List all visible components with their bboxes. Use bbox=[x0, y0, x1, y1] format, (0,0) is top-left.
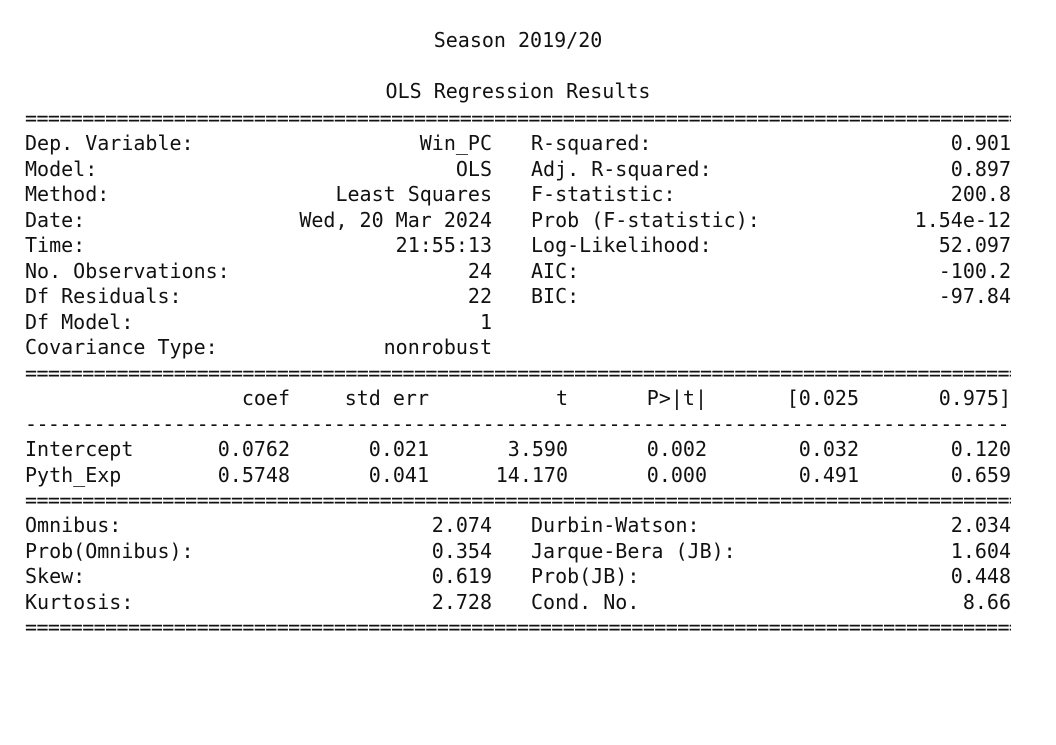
coef-cell: 0.021 bbox=[368, 437, 429, 461]
stat-value: -100.2 bbox=[938, 259, 1011, 283]
coef-cell: 0.659 bbox=[950, 463, 1011, 487]
diagnostic-row: Kurtosis: 2.728 Cond. No. 8.66 bbox=[25, 589, 1011, 615]
diagnostic-label: Prob(Omnibus): bbox=[25, 539, 194, 563]
coef-cell: 0.041 bbox=[368, 463, 429, 487]
coef-cell: 0.120 bbox=[950, 437, 1011, 461]
coef-cell: 0.491 bbox=[798, 463, 859, 487]
coef-header: std err bbox=[344, 386, 429, 410]
summary-label: Method: bbox=[25, 182, 110, 206]
diagnostic-label: Kurtosis: bbox=[25, 590, 134, 614]
stat-label: R-squared: bbox=[531, 131, 652, 155]
double-rule-top: ========================================… bbox=[25, 111, 1011, 125]
coef-cell: 0.0762 bbox=[217, 437, 290, 461]
coef-cell: 14.170 bbox=[495, 463, 568, 487]
stat-label: F-statistic: bbox=[531, 182, 676, 206]
diagnostic-value: 2.728 bbox=[431, 590, 492, 614]
summary-label: No. Observations: bbox=[25, 259, 230, 283]
summary-row: Method: Least Squares F-statistic: 200.8 bbox=[25, 181, 1011, 207]
diagnostic-stat-label: Cond. No. bbox=[531, 590, 640, 614]
stat-value: 0.897 bbox=[950, 157, 1011, 181]
summary-row: Df Model: 1 bbox=[25, 309, 1011, 335]
stat-label: Adj. R-squared: bbox=[531, 157, 712, 181]
summary-value: OLS bbox=[455, 157, 492, 181]
diagnostic-stat-value: 1.604 bbox=[950, 539, 1011, 563]
double-rule-bottom: ========================================… bbox=[25, 620, 1011, 634]
diagnostic-value: 0.619 bbox=[431, 564, 492, 588]
summary-value: 1 bbox=[479, 310, 492, 334]
summary-value: Wed, 20 Mar 2024 bbox=[299, 208, 492, 232]
diagnostic-label: Skew: bbox=[25, 564, 86, 588]
stat-value: 1.54e-12 bbox=[914, 208, 1011, 232]
coef-row: Intercept 0.0762 0.021 3.590 0.002 0.032… bbox=[25, 436, 1011, 462]
coef-cell: 0.000 bbox=[646, 463, 707, 487]
summary-value: 22 bbox=[467, 284, 492, 308]
diagnostic-stat-value: 2.034 bbox=[950, 513, 1011, 537]
summary-value: nonrobust bbox=[383, 335, 492, 359]
summary-row: Df Residuals: 22 BIC: -97.84 bbox=[25, 283, 1011, 309]
summary-value: Least Squares bbox=[335, 182, 492, 206]
coef-header: 0.975] bbox=[938, 386, 1011, 410]
double-rule-coef-top: ========================================… bbox=[25, 366, 1011, 380]
diagnostic-stat-value: 8.66 bbox=[962, 590, 1011, 614]
diagnostic-row: Skew: 0.619 Prob(JB): 0.448 bbox=[25, 563, 1011, 589]
summary-row: Covariance Type: nonrobust bbox=[25, 334, 1011, 360]
summary-row: Date: Wed, 20 Mar 2024 Prob (F-statistic… bbox=[25, 207, 1011, 233]
stat-label: AIC: bbox=[531, 259, 580, 283]
summary-value: 21:55:13 bbox=[395, 233, 492, 257]
diagnostic-value: 2.074 bbox=[431, 513, 492, 537]
coef-row: Pyth_Exp 0.5748 0.041 14.170 0.000 0.491… bbox=[25, 462, 1011, 488]
stat-value: -97.84 bbox=[938, 284, 1011, 308]
diagnostic-stat-label: Durbin-Watson: bbox=[531, 513, 700, 537]
summary-row: Dep. Variable: Win_PC R-squared: 0.901 bbox=[25, 130, 1011, 156]
stat-value: 52.097 bbox=[938, 233, 1011, 257]
diagnostic-stat-value: 0.448 bbox=[950, 564, 1011, 588]
summary-label: Df Model: bbox=[25, 310, 134, 334]
summary-value: Win_PC bbox=[419, 131, 492, 155]
stat-label: Prob (F-statistic): bbox=[531, 208, 760, 232]
summary-label: Df Residuals: bbox=[25, 284, 182, 308]
double-rule-diag-top: ========================================… bbox=[25, 493, 1011, 507]
coef-row-name: Intercept bbox=[25, 437, 134, 461]
coef-cell: 0.5748 bbox=[217, 463, 290, 487]
stat-label: BIC: bbox=[531, 284, 580, 308]
summary-label: Model: bbox=[25, 157, 98, 181]
coef-header: coef bbox=[241, 386, 290, 410]
coef-header: [0.025 bbox=[786, 386, 859, 410]
summary-label: Date: bbox=[25, 208, 86, 232]
summary-value: 24 bbox=[467, 259, 492, 283]
season-title: Season 2019/20 bbox=[433, 28, 603, 52]
coef-row-name: Pyth_Exp bbox=[25, 463, 122, 487]
summary-row: Model: OLS Adj. R-squared: 0.897 bbox=[25, 156, 1011, 182]
coef-header-row: coef std err t P>|t| [0.025 0.975] bbox=[25, 385, 1011, 411]
diagnostic-value: 0.354 bbox=[431, 539, 492, 563]
results-title: OLS Regression Results bbox=[385, 79, 651, 103]
summary-label: Dep. Variable: bbox=[25, 131, 194, 155]
diagnostic-label: Omnibus: bbox=[25, 513, 122, 537]
stat-value: 0.901 bbox=[950, 131, 1011, 155]
summary-row: Time: 21:55:13 Log-Likelihood: 52.097 bbox=[25, 232, 1011, 258]
diagnostic-row: Omnibus: 2.074 Durbin-Watson: 2.034 bbox=[25, 512, 1011, 538]
regression-summary: Season 2019/20 OLS Regression Results ==… bbox=[25, 28, 1011, 634]
summary-row: No. Observations: 24 AIC: -100.2 bbox=[25, 258, 1011, 284]
summary-label: Covariance Type: bbox=[25, 335, 218, 359]
coef-cell: 0.002 bbox=[646, 437, 707, 461]
coef-header: P>|t| bbox=[646, 386, 707, 410]
coef-header: t bbox=[555, 386, 568, 410]
stat-label: Log-Likelihood: bbox=[531, 233, 712, 257]
coef-cell: 3.590 bbox=[507, 437, 568, 461]
single-rule: ----------------------------------------… bbox=[25, 417, 1011, 431]
diagnostic-row: Prob(Omnibus): 0.354 Jarque-Bera (JB): 1… bbox=[25, 538, 1011, 564]
diagnostic-stat-label: Jarque-Bera (JB): bbox=[531, 539, 736, 563]
coef-cell: 0.032 bbox=[798, 437, 859, 461]
diagnostic-stat-label: Prob(JB): bbox=[531, 564, 640, 588]
summary-label: Time: bbox=[25, 233, 86, 257]
stat-value: 200.8 bbox=[950, 182, 1011, 206]
